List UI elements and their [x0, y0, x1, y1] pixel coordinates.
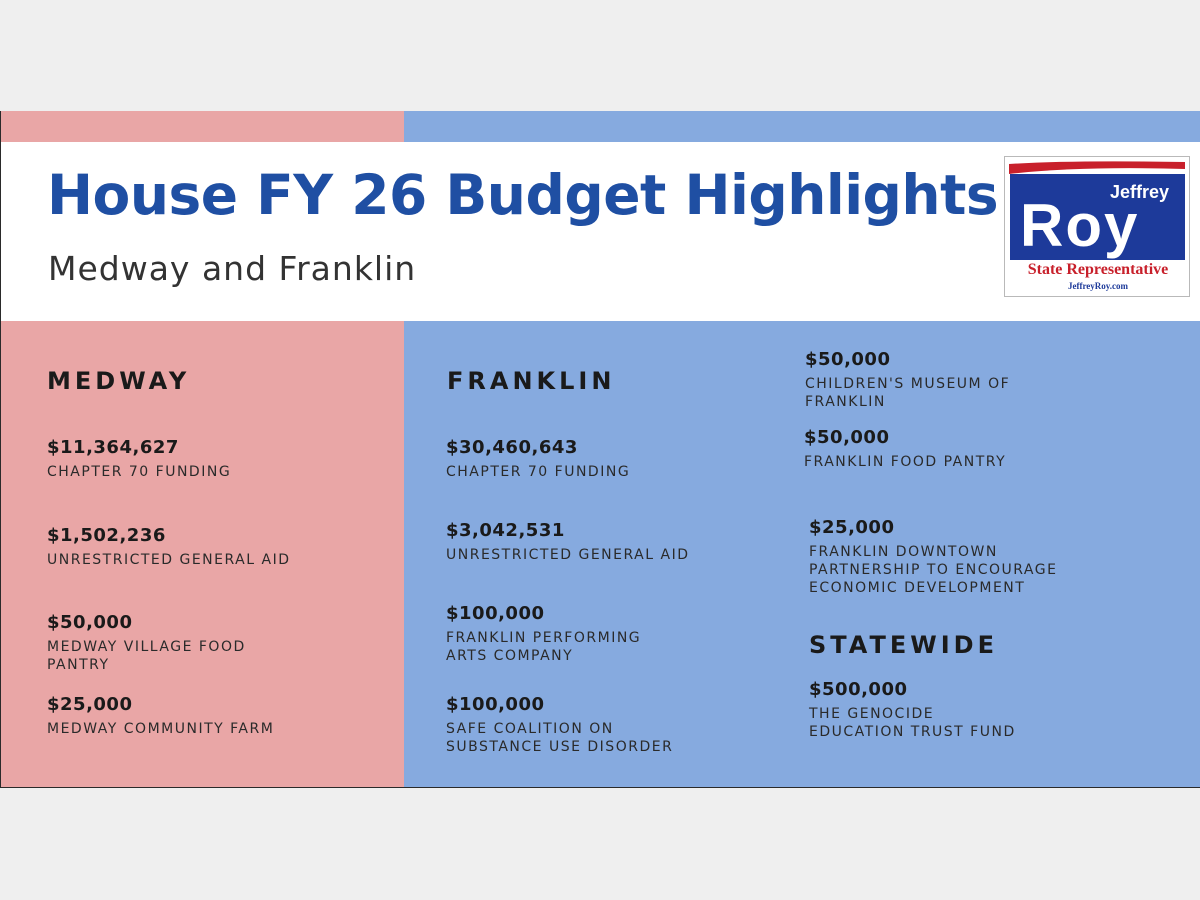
statewide-heading: STATEWIDE	[809, 631, 998, 659]
logo-role: State Representative	[1027, 261, 1169, 278]
item-amount: $100,000	[446, 603, 545, 624]
description-line: FRANKLIN DOWNTOWN	[809, 544, 998, 560]
item-amount: $1,502,236	[47, 525, 166, 546]
franklin-heading: FRANKLIN	[447, 367, 616, 395]
item-description: MEDWAY VILLAGE FOOD PANTRY	[47, 638, 246, 674]
description-line: ECONOMIC DEVELOPMENT	[809, 580, 1026, 596]
top-strip-pink	[1, 111, 404, 142]
item-description: CHILDREN'S MUSEUM OF FRANKLIN	[805, 375, 1010, 411]
medway-item: $1,502,236 UNRESTRICTED GENERAL AID	[47, 525, 290, 569]
medway-heading: MEDWAY	[47, 367, 191, 395]
logo-last-name: Roy	[1020, 192, 1140, 259]
item-amount: $3,042,531	[446, 520, 565, 541]
item-description: FRANKLIN DOWNTOWN PARTNERSHIP TO ENCOURA…	[809, 543, 1057, 597]
franklin-item: $50,000 FRANKLIN FOOD PANTRY	[804, 427, 1006, 471]
medway-item: $25,000 MEDWAY COMMUNITY FARM	[47, 694, 274, 738]
franklin-item: $25,000 FRANKLIN DOWNTOWN PARTNERSHIP TO…	[809, 517, 1057, 597]
item-description: FRANKLIN FOOD PANTRY	[804, 454, 1007, 470]
description-line: THE GENOCIDE	[809, 706, 935, 722]
description-line: ARTS COMPANY	[446, 648, 574, 664]
description-line: PARTNERSHIP TO ENCOURAGE	[809, 562, 1058, 578]
top-strip-blue	[404, 111, 1200, 142]
logo-website: JeffreyRoy.com	[1067, 281, 1129, 291]
description-line: PANTRY	[47, 657, 110, 673]
description-line: SAFE COALITION ON	[446, 721, 614, 737]
description-line: CHILDREN'S MUSEUM OF	[805, 376, 1011, 392]
item-amount: $50,000	[804, 427, 890, 448]
franklin-item: $100,000 SAFE COALITION ON SUBSTANCE USE…	[446, 694, 673, 756]
franklin-item: $30,460,643 CHAPTER 70 FUNDING	[446, 437, 630, 481]
red-swoosh-icon	[1009, 161, 1185, 174]
item-amount: $25,000	[809, 517, 895, 538]
item-description: CHAPTER 70 FUNDING	[47, 464, 232, 480]
description-line: FRANKLIN	[805, 394, 886, 410]
item-description: UNRESTRICTED GENERAL AID	[47, 552, 291, 568]
statewide-item: $500,000 THE GENOCIDE EDUCATION TRUST FU…	[809, 679, 1016, 741]
franklin-item: $100,000 FRANKLIN PERFORMING ARTS COMPAN…	[446, 603, 641, 665]
budget-graphic: House FY 26 Budget Highlights Medway and…	[0, 111, 1200, 788]
medway-panel	[1, 321, 404, 787]
item-amount: $25,000	[47, 694, 133, 715]
item-amount: $50,000	[805, 349, 891, 370]
medway-item: $50,000 MEDWAY VILLAGE FOOD PANTRY	[47, 612, 246, 674]
description-line: SUBSTANCE USE DISORDER	[446, 739, 674, 755]
description-line: EDUCATION TRUST FUND	[809, 724, 1016, 740]
franklin-panel	[404, 321, 1200, 787]
jeffrey-roy-logo: Jeffrey Roy State Representative Jeffrey…	[1004, 156, 1190, 297]
medway-item: $11,364,627 CHAPTER 70 FUNDING	[47, 437, 231, 481]
item-amount: $500,000	[809, 679, 908, 700]
item-amount: $11,364,627	[47, 437, 179, 458]
item-amount: $30,460,643	[446, 437, 578, 458]
item-description: MEDWAY COMMUNITY FARM	[47, 721, 275, 737]
item-description: THE GENOCIDE EDUCATION TRUST FUND	[809, 705, 1016, 741]
franklin-item: $50,000 CHILDREN'S MUSEUM OF FRANKLIN	[805, 349, 1010, 411]
description-line: FRANKLIN PERFORMING	[446, 630, 642, 646]
item-description: UNRESTRICTED GENERAL AID	[446, 547, 690, 563]
item-description: CHAPTER 70 FUNDING	[446, 464, 631, 480]
page-title: House FY 26 Budget Highlights	[47, 163, 999, 227]
franklin-item: $3,042,531 UNRESTRICTED GENERAL AID	[446, 520, 689, 564]
description-line: MEDWAY VILLAGE FOOD	[47, 639, 246, 655]
item-description: SAFE COALITION ON SUBSTANCE USE DISORDER	[446, 720, 673, 756]
page-subtitle: Medway and Franklin	[48, 249, 417, 288]
item-amount: $50,000	[47, 612, 133, 633]
logo-name-box: Jeffrey Roy	[1010, 174, 1185, 260]
item-amount: $100,000	[446, 694, 545, 715]
item-description: FRANKLIN PERFORMING ARTS COMPANY	[446, 629, 641, 665]
logo-first-name: Jeffrey	[1109, 182, 1169, 202]
